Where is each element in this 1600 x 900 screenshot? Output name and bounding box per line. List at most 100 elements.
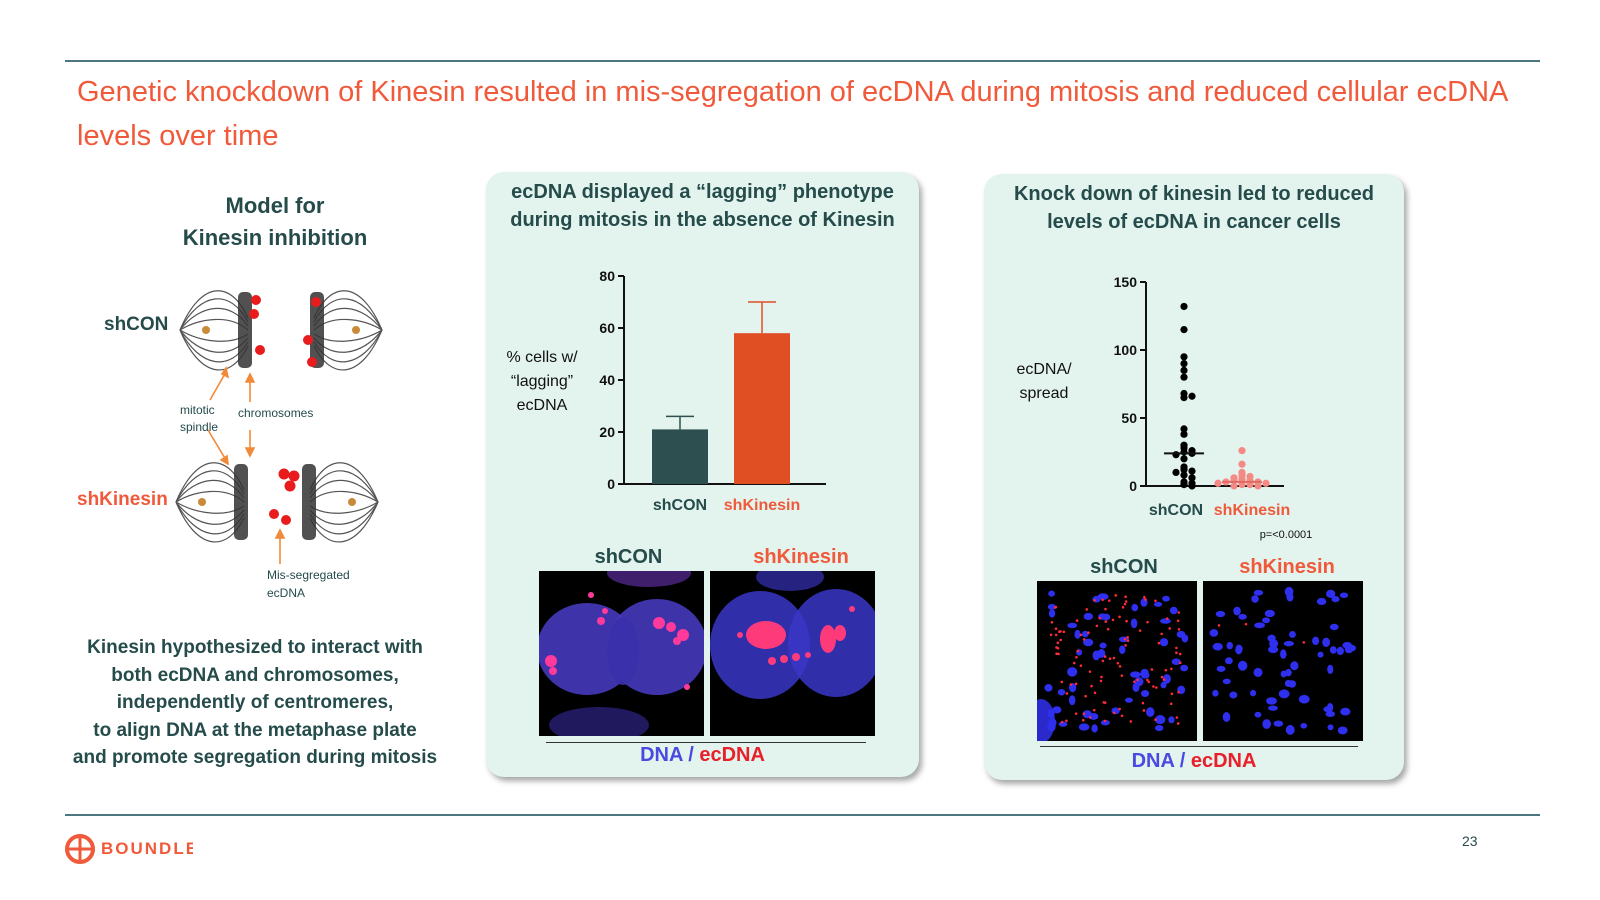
ecdna-signal [1170, 692, 1174, 696]
scatter-point [1188, 392, 1196, 400]
panel-levels-title-line2: levels of ecDNA in cancer cells [1047, 211, 1341, 233]
ecdna-signal [1160, 675, 1164, 679]
chromosome-blob [1326, 589, 1336, 599]
panel-levels-title-line1: Knock down of kinesin led to reduced [1013, 183, 1375, 205]
p-value-annotation: p=<0.0001 [1260, 529, 1313, 541]
scatter-point [1180, 466, 1188, 474]
ecdna-scatter-chart: ecDNA/spread 0 50 100 150 shCON shKinesin p=<… [1016, 274, 1313, 541]
model-title-line2: Kinesin inhibition [182, 225, 368, 250]
bar-shkinesin [734, 333, 790, 484]
bar-chart-ylabel: % cells w/ “lagging” ecDNA [506, 349, 578, 414]
label-shkinesin: shKinesin [77, 489, 168, 510]
chromosome-blob [1339, 592, 1349, 599]
scatter-y-tick-label: 150 [1114, 274, 1138, 290]
scatter-point [1180, 481, 1188, 489]
chromosome-blob [1284, 586, 1294, 597]
ecdna-signal [1088, 716, 1092, 719]
ecdna-dot [307, 357, 317, 367]
chromosome-blob [1145, 707, 1155, 717]
legend-ecdna: ecDNA [1190, 750, 1257, 772]
chromosome-blob [1250, 689, 1257, 697]
ecdna-signal [1100, 675, 1103, 679]
bar-y-tick-label: 80 [599, 268, 615, 284]
annot-spindle-line1: mitotic [180, 403, 215, 417]
ecdna-signal [1085, 608, 1089, 611]
ecdna-signal [1056, 641, 1060, 645]
chromosome-blob [1162, 674, 1171, 684]
bar-ylabel-line: % cells w/ [506, 349, 578, 366]
ecdna-signal [1178, 652, 1182, 656]
ecdna-signal [1124, 644, 1127, 647]
scatter-point [1180, 326, 1188, 334]
ecdna-signal [1060, 680, 1064, 684]
scatter-point [1238, 447, 1246, 455]
ecdna-signal [1142, 709, 1146, 712]
chromosome-blob [1340, 707, 1351, 716]
bar-y-tick-label: 20 [599, 424, 615, 440]
scatter-y-tick-label: 0 [1129, 478, 1137, 494]
chromosome-blob [1262, 719, 1271, 729]
panel-lagging: ecDNA displayed a “lagging” phenotype du… [486, 172, 919, 777]
scatter-ylabel-line: ecDNA/ [1016, 361, 1072, 378]
ecdna-signal [1177, 611, 1181, 614]
scatter-point [1180, 302, 1188, 311]
ecdna-signal [1126, 639, 1130, 643]
chromosome-blob [1229, 691, 1238, 699]
ecdna-signal [1101, 598, 1104, 602]
ecdna-signal [1099, 679, 1103, 683]
chromosome-blob [1169, 606, 1178, 615]
chromosome-blob [1140, 690, 1150, 698]
chromosome-blob [1312, 636, 1320, 646]
scatter-point [1188, 474, 1196, 482]
legend-dna: DNA [640, 744, 683, 766]
bar-category-label: shCON [653, 497, 707, 514]
ecdna-signal [1124, 600, 1128, 603]
chromosome-blob [1159, 638, 1169, 647]
mitosis-model-diagram [175, 290, 383, 564]
scatter-point [1230, 482, 1238, 490]
ecdna-signal [1079, 633, 1083, 637]
chromosome-blob [1171, 658, 1181, 666]
chromosome-blob [1067, 622, 1078, 629]
chromosome-blob [1283, 640, 1294, 647]
scatter-point [1214, 479, 1222, 487]
chromosome-blob [1180, 664, 1189, 672]
bar-chart-marks: shCON shKinesin [652, 301, 800, 514]
ecdna-signal [1124, 595, 1127, 599]
ecdna-signal [1059, 638, 1063, 642]
ecdna-signal [1104, 607, 1107, 611]
chromosome-blob [1336, 646, 1344, 656]
lagging-bar-chart: % cells w/ “lagging” ecDNA 0 20 40 60 80 shCON… [506, 268, 826, 514]
chromosome-blob [1078, 723, 1090, 731]
ecdna-signal [1175, 651, 1178, 655]
ecdna-signal [1168, 627, 1172, 630]
ecdna-signal [1050, 620, 1054, 624]
annot-spindle-line2: spindle [180, 420, 219, 434]
chromosome-blob [1140, 668, 1149, 679]
ecdna-signal [1087, 631, 1090, 634]
chromosome-blob [1325, 710, 1336, 718]
chromosome-blob [1181, 634, 1189, 643]
chromosome-blob [1273, 720, 1284, 727]
micrograph-shcon-mitosis [539, 571, 704, 736]
ecdna-signal [1302, 641, 1306, 644]
ecdna-signal [1053, 606, 1057, 609]
chromosome-blob [1280, 649, 1287, 659]
chromosome-blob [1327, 724, 1334, 731]
hypothesis-line: both ecDNA and chromosomes, [111, 664, 399, 686]
bar-ylabel-line: “lagging” [511, 373, 573, 390]
ecdna-signal [1054, 627, 1058, 630]
annot-misseg-line1: Mis-segregated [267, 568, 350, 582]
ecdna-signal [1065, 719, 1068, 723]
scatter-point [1180, 353, 1188, 361]
chromosome-blob [1092, 650, 1100, 661]
chromosome-blob [1212, 642, 1223, 651]
ecdna-dot [249, 309, 259, 319]
ecdna-signal [1090, 684, 1093, 688]
hypothesis-line: independently of centromeres, [116, 692, 394, 713]
shkinesin-spindle-left [175, 462, 248, 543]
legend-ecdna: ecDNA [699, 744, 765, 766]
missegregated-ecdna-dot [278, 468, 290, 480]
bottom-divider [65, 814, 1540, 816]
slide-title: Genetic knockdown of Kinesin resulted in… [77, 76, 1507, 152]
